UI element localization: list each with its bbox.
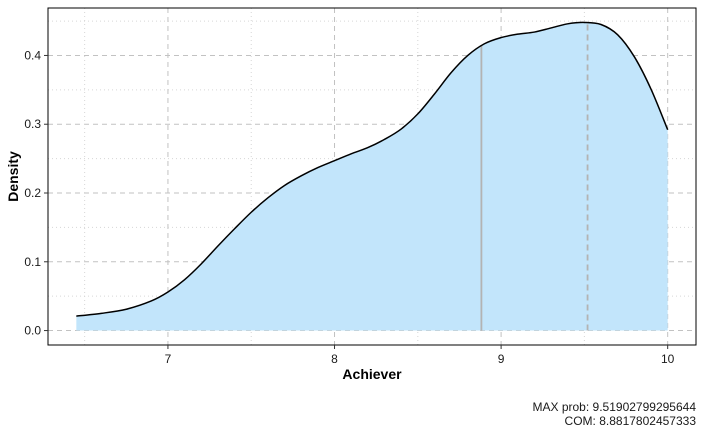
caption-max-prob: MAX prob: 9.51902799295644 bbox=[533, 400, 697, 414]
x-tick-label: 9 bbox=[498, 352, 505, 366]
density-curve bbox=[76, 21, 669, 317]
y-tick-label: 0.4 bbox=[24, 48, 41, 62]
x-tick-label: 10 bbox=[661, 352, 675, 366]
caption-com-label: COM: bbox=[564, 414, 596, 428]
plot-panel-border bbox=[47, 7, 697, 346]
y-tick-label: 0.1 bbox=[24, 255, 41, 269]
y-axis-title: Density bbox=[5, 151, 21, 202]
reference-lines bbox=[480, 22, 589, 331]
caption-com-value: 8.8817802457333 bbox=[599, 414, 696, 428]
caption-max-value: 9.51902799295644 bbox=[592, 400, 696, 414]
caption-com: COM: 8.8817802457333 bbox=[565, 414, 696, 428]
density-area bbox=[76, 22, 668, 331]
caption-max-label: MAX prob: bbox=[532, 400, 590, 414]
x-tick-label: 7 bbox=[165, 352, 172, 366]
x-axis-ticks: 7 8 9 10 bbox=[165, 345, 675, 366]
y-axis-ticks: 0.0 0.1 0.2 0.3 0.4 bbox=[24, 48, 48, 338]
y-tick-label: 0.0 bbox=[24, 324, 41, 338]
x-tick-label: 8 bbox=[331, 352, 338, 366]
y-tick-label: 0.2 bbox=[24, 186, 41, 200]
y-tick-label: 0.3 bbox=[24, 117, 41, 131]
x-axis-title: Achiever bbox=[342, 366, 402, 382]
